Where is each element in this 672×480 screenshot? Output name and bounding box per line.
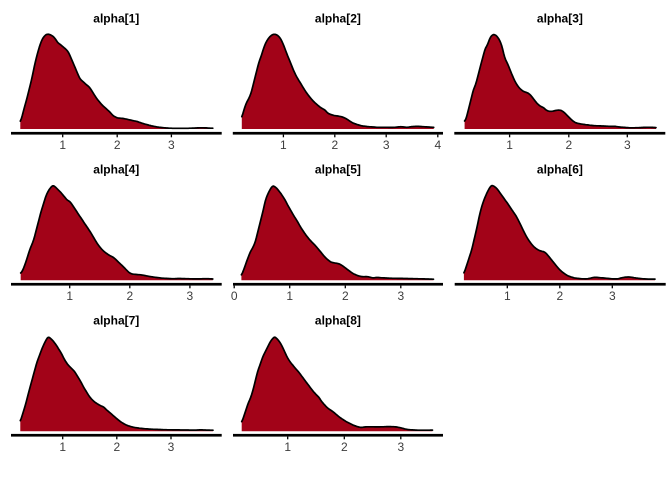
svg-text:3: 3 xyxy=(397,289,404,303)
svg-text:3: 3 xyxy=(168,138,175,152)
svg-text:4: 4 xyxy=(434,138,441,152)
svg-text:3: 3 xyxy=(397,440,404,454)
svg-text:2: 2 xyxy=(331,138,338,152)
svg-text:1: 1 xyxy=(66,289,73,303)
svg-text:1: 1 xyxy=(59,440,66,454)
svg-text:1: 1 xyxy=(59,138,66,152)
svg-text:2: 2 xyxy=(565,138,572,152)
svg-text:2: 2 xyxy=(341,440,348,454)
svg-text:alpha[4]: alpha[4] xyxy=(93,163,139,177)
svg-text:2: 2 xyxy=(556,289,563,303)
svg-text:2: 2 xyxy=(114,138,121,152)
svg-text:3: 3 xyxy=(624,138,631,152)
svg-text:alpha[1]: alpha[1] xyxy=(93,12,139,26)
svg-text:2: 2 xyxy=(126,289,133,303)
svg-text:alpha[7]: alpha[7] xyxy=(93,314,139,328)
svg-text:0: 0 xyxy=(231,289,238,303)
svg-text:1: 1 xyxy=(506,138,513,152)
svg-text:alpha[3]: alpha[3] xyxy=(537,12,583,26)
svg-text:1: 1 xyxy=(504,289,511,303)
svg-text:2: 2 xyxy=(342,289,349,303)
svg-text:alpha[6]: alpha[6] xyxy=(537,163,583,177)
svg-text:3: 3 xyxy=(609,289,616,303)
svg-text:3: 3 xyxy=(187,289,194,303)
svg-text:1: 1 xyxy=(280,138,287,152)
svg-text:alpha[5]: alpha[5] xyxy=(315,163,361,177)
svg-text:2: 2 xyxy=(113,440,120,454)
svg-text:3: 3 xyxy=(383,138,390,152)
svg-text:1: 1 xyxy=(286,289,293,303)
svg-text:alpha[2]: alpha[2] xyxy=(315,12,361,26)
svg-text:1: 1 xyxy=(284,440,291,454)
svg-text:alpha[8]: alpha[8] xyxy=(315,314,361,328)
svg-text:3: 3 xyxy=(168,440,175,454)
